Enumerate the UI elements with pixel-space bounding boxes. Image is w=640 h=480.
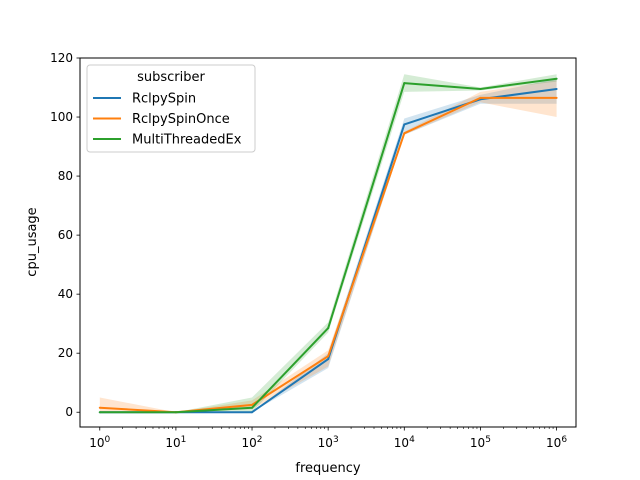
y-axis-ticks: 0 20 40 60 80 100 120 <box>50 51 80 419</box>
legend-box <box>86 64 256 153</box>
point-series-2-6 <box>555 77 558 80</box>
x-tick-label: 104 <box>394 435 415 450</box>
point-series-2-1 <box>174 411 177 414</box>
x-axis-ticks: 100 101 102 103 104 105 106 <box>89 427 567 450</box>
x-tick-label: 101 <box>165 435 186 450</box>
y-tick-label: 120 <box>50 51 73 65</box>
point-series-2-3 <box>327 327 330 330</box>
point-series-1-0 <box>98 406 101 409</box>
x-axis-label: frequency <box>295 461 361 476</box>
y-tick-label: 100 <box>50 110 73 124</box>
x-tick-label: 102 <box>242 435 263 450</box>
y-tick-label: 40 <box>58 287 73 301</box>
point-series-0-3 <box>327 358 330 361</box>
point-series-2-0 <box>98 411 101 414</box>
point-series-1-6 <box>555 96 558 99</box>
legend-label: RclpySpin <box>132 92 196 107</box>
point-series-2-4 <box>403 82 406 85</box>
y-tick-label: 80 <box>58 169 73 183</box>
point-series-1-3 <box>327 355 330 358</box>
point-series-0-4 <box>403 123 406 126</box>
legend-label: RclpySpinOnce <box>132 112 230 127</box>
y-tick-label: 0 <box>65 405 73 419</box>
point-series-1-2 <box>251 403 253 406</box>
legend-title: subscriber <box>137 70 205 85</box>
point-series-0-6 <box>555 88 558 90</box>
point-series-1-5 <box>479 96 482 99</box>
y-tick-label: 20 <box>58 346 73 360</box>
x-tick-label: 106 <box>546 435 567 450</box>
legend-label: MultiThreadedEx <box>132 133 242 148</box>
legend: subscriber RclpySpin RclpySpinOnce MultiTh… <box>86 64 256 153</box>
x-tick-label: 100 <box>89 435 110 450</box>
y-axis-label: cpu_usage <box>25 207 40 276</box>
x-tick-label: 105 <box>470 435 491 450</box>
x-tick-label: 103 <box>318 435 339 450</box>
point-series-1-4 <box>403 132 406 135</box>
series-lines <box>98 77 558 414</box>
point-series-2-5 <box>479 88 482 90</box>
point-series-2-2 <box>251 406 253 409</box>
point-series-0-2 <box>251 411 253 414</box>
y-tick-label: 60 <box>58 228 73 242</box>
